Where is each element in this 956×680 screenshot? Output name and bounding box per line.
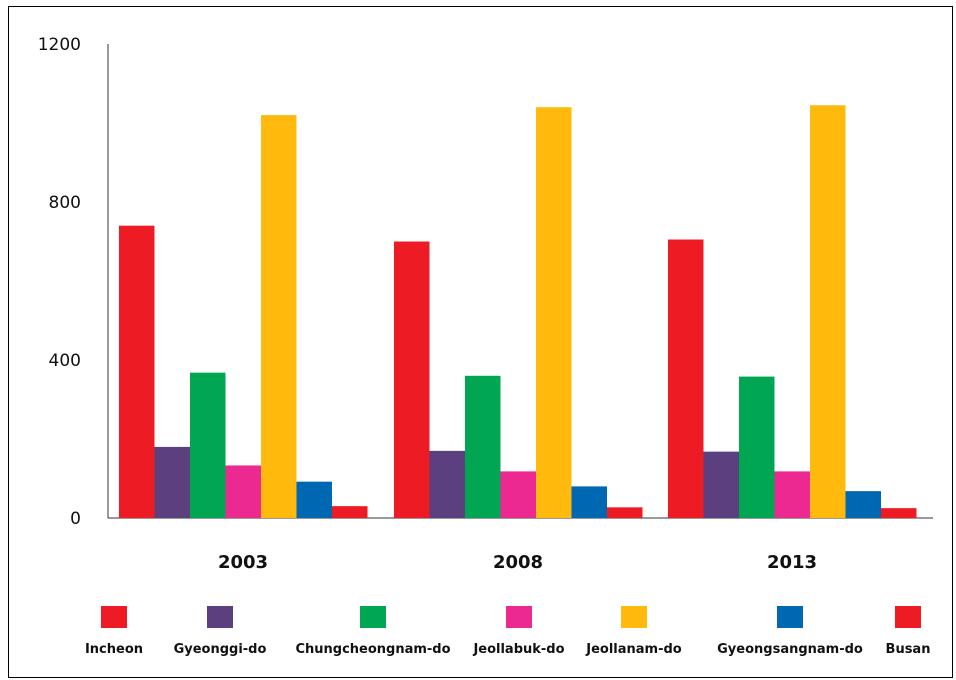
bar-group-2013 (668, 105, 917, 518)
legend-item: Jeollabuk-do (472, 606, 565, 657)
legend-label: Chungcheongnam-do (295, 642, 450, 657)
y-tick-label: 1200 (38, 35, 81, 55)
legend-swatch (360, 606, 386, 628)
bar-group-2003 (119, 115, 368, 518)
y-tick-label: 800 (49, 193, 81, 213)
legend-swatch (895, 606, 921, 628)
category-label: 2013 (767, 552, 817, 573)
legend-item: Gyeongsangnam-do (717, 606, 863, 657)
bar-group-2008 (394, 107, 643, 518)
bar-jeollanam-do-2008 (536, 107, 572, 518)
bar-jeollabuk-do-2008 (500, 471, 536, 518)
bar-gyeongsangnam-do-2008 (571, 486, 607, 518)
bar-chungcheongnam-do-2003 (190, 372, 226, 518)
legend: Incheon Gyeonggi-do Chungcheongnam-do Jeoll… (85, 606, 931, 657)
legend-item: Busan (886, 606, 931, 657)
y-tick-label: 0 (70, 509, 81, 529)
axes (107, 44, 933, 519)
legend-label: Jeollabuk-do (472, 642, 564, 657)
category-label: 2003 (218, 552, 268, 573)
legend-swatch (101, 606, 127, 628)
bar-busan-2003 (332, 506, 368, 518)
bar-incheon-2003 (119, 225, 155, 518)
bar-jeollabuk-do-2003 (225, 465, 261, 518)
legend-item: Jeollanam-do (585, 606, 682, 657)
legend-label: Incheon (85, 642, 143, 657)
legend-swatch (207, 606, 233, 628)
bar-gyeongsangnam-do-2013 (845, 491, 881, 518)
legend-item: Incheon (85, 606, 143, 657)
legend-label: Gyeonggi-do (174, 642, 267, 657)
bar-jeollanam-do-2013 (810, 105, 846, 518)
bar-jeollanam-do-2003 (261, 115, 297, 518)
category-label: 2008 (493, 552, 543, 573)
bars (119, 105, 917, 518)
bar-gyeongsangnam-do-2003 (296, 481, 332, 518)
bar-chungcheongnam-do-2008 (465, 375, 501, 518)
bar-jeollabuk-do-2013 (774, 471, 810, 518)
legend-swatch (621, 606, 647, 628)
y-axis-ticks: 0 400 800 1200 (38, 35, 81, 529)
bar-gyeonggi-do-2013 (703, 451, 739, 518)
bar-incheon-2013 (668, 239, 704, 518)
legend-label: Jeollanam-do (585, 642, 682, 657)
bar-chart: 0 400 800 1200 2003 2008 2013 Incheon Gyeonggi… (38, 35, 933, 657)
bar-gyeonggi-do-2003 (154, 446, 190, 518)
legend-label: Busan (886, 642, 931, 657)
bar-incheon-2008 (394, 241, 430, 518)
category-labels: 2003 2008 2013 (218, 552, 817, 573)
y-tick-label: 400 (49, 351, 81, 371)
legend-swatch (506, 606, 532, 628)
bar-busan-2008 (607, 507, 643, 518)
legend-item: Gyeonggi-do (174, 606, 267, 657)
legend-label: Gyeongsangnam-do (717, 642, 863, 657)
legend-item: Chungcheongnam-do (295, 606, 451, 657)
legend-swatch (777, 606, 803, 628)
bar-chungcheongnam-do-2013 (739, 376, 775, 518)
bar-gyeonggi-do-2008 (429, 450, 465, 518)
bar-busan-2013 (881, 508, 917, 518)
chart-frame: 0 400 800 1200 2003 2008 2013 Incheon Gyeonggi… (8, 6, 953, 678)
